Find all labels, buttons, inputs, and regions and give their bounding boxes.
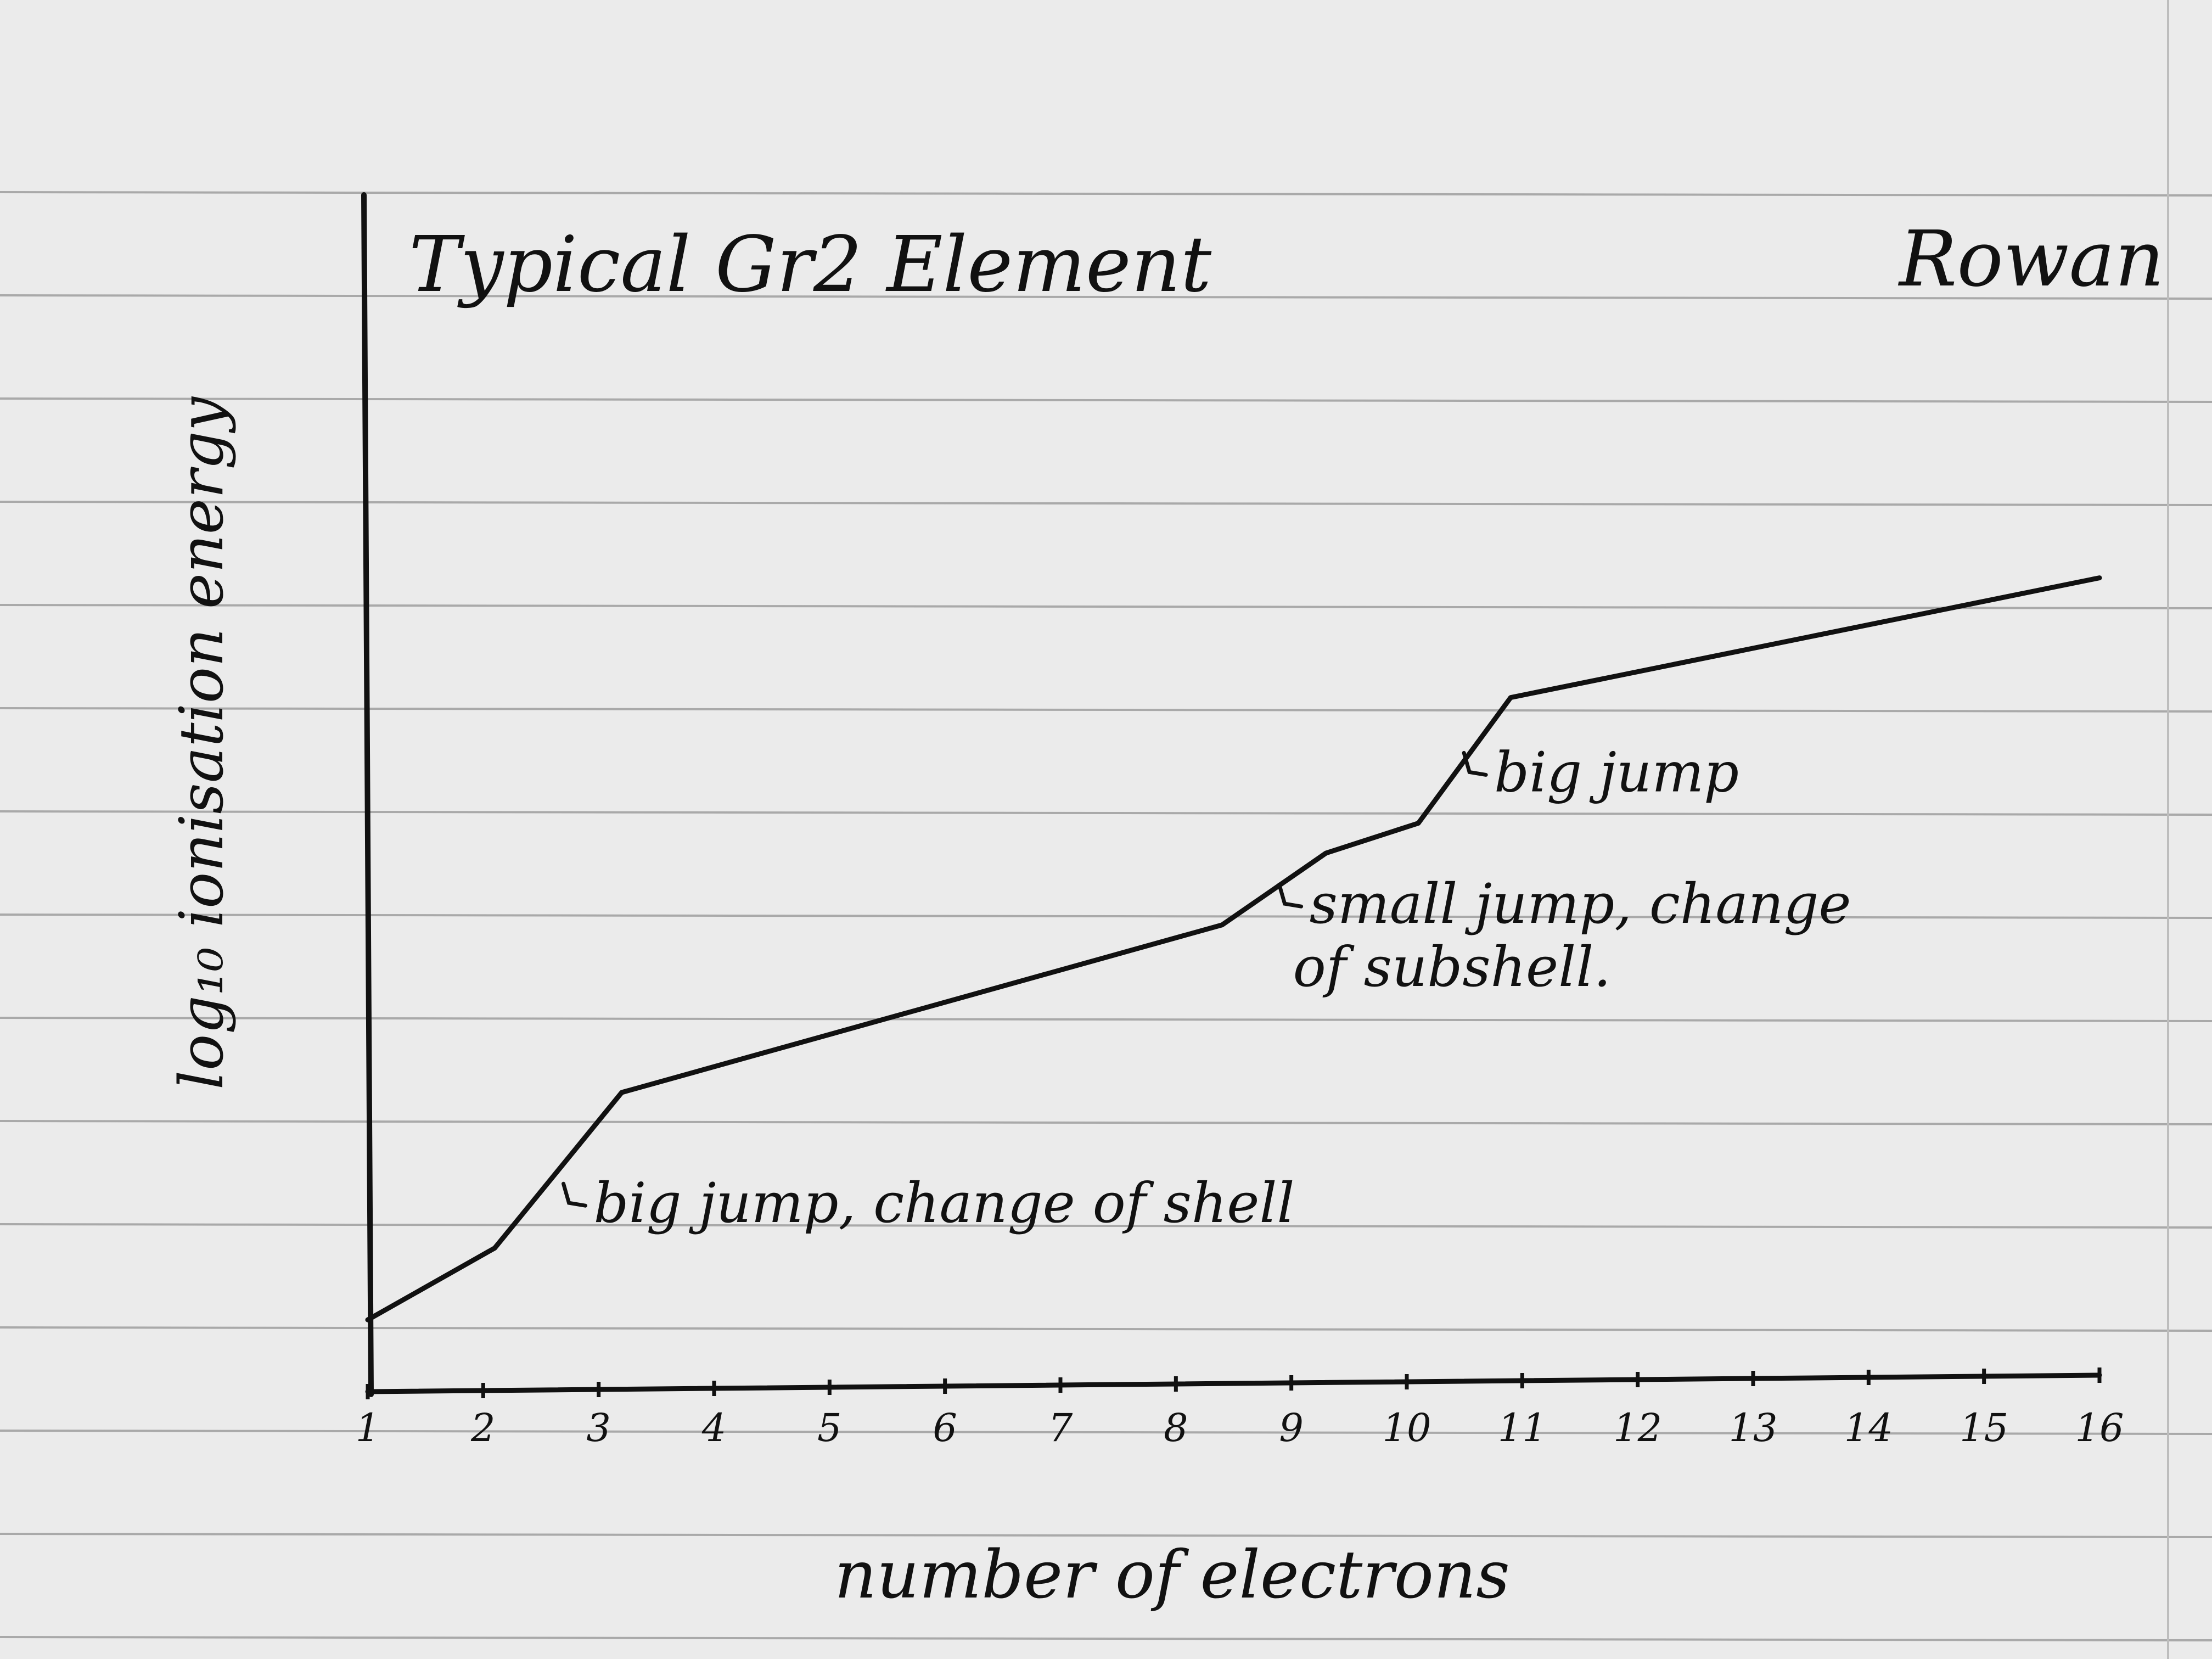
annotations-group: big jump, change of shell small jump, cha… — [562, 740, 1851, 1235]
ruled-line — [0, 294, 2212, 300]
x-tick-label: 3 — [586, 1405, 611, 1450]
chart: 1 2 3 4 5 6 7 8 9 10 11 12 13 14 15 16 big jump, change… — [166, 192, 2164, 1613]
x-tick-label: 12 — [1613, 1405, 1662, 1450]
x-tick-label: 4 — [701, 1405, 727, 1450]
data-point — [1325, 853, 1327, 854]
y-axis-label: log₁₀ ionisation energy — [166, 396, 237, 1090]
x-axis — [365, 1372, 2102, 1394]
data-point — [367, 1319, 368, 1321]
annotation-text: big jump, change of shell — [594, 1171, 1295, 1235]
data-point — [1418, 822, 1419, 824]
x-tick-label: 6 — [933, 1405, 957, 1450]
ruled-line — [0, 1430, 2212, 1435]
x-axis-label: number of electrons — [834, 1537, 1510, 1613]
author-name: Rowan — [1897, 215, 2164, 304]
ruled-line — [0, 501, 2212, 506]
x-tick-label: 2 — [470, 1405, 496, 1450]
series-group — [365, 575, 2102, 1322]
annotation-hook — [1462, 750, 1488, 777]
x-tick-label: 9 — [1279, 1405, 1304, 1450]
x-ticks — [366, 1367, 2102, 1399]
annotation-text: small jump, change — [1310, 872, 1851, 936]
x-tick-label: 5 — [817, 1405, 842, 1450]
x-tick-label: 1 — [356, 1405, 380, 1450]
data-point — [621, 1092, 622, 1093]
x-tick-label: 14 — [1844, 1405, 1893, 1450]
x-tick-label: 15 — [1960, 1405, 2008, 1450]
x-tick-label: 16 — [2075, 1405, 2124, 1450]
x-tick-label: 10 — [1382, 1405, 1431, 1450]
x-tick-label: 7 — [1048, 1405, 1073, 1450]
ruled-line — [0, 397, 2212, 403]
data-point — [494, 1247, 496, 1249]
ruled-line — [0, 191, 2212, 197]
x-tick-label: 13 — [1728, 1405, 1777, 1450]
annotation-hook — [1277, 882, 1304, 909]
x-tick-label: 8 — [1164, 1405, 1188, 1450]
annotation-hook — [562, 1181, 588, 1208]
x-tick-labels: 1 2 3 4 5 6 7 8 9 10 11 12 13 14 15 16 — [356, 1405, 2124, 1450]
annotation-text-line2: of subshell. — [1293, 935, 1611, 999]
ruled-line — [0, 1533, 2212, 1538]
x-tick-label: 11 — [1498, 1405, 1547, 1450]
y-axis — [361, 192, 374, 1397]
chart-title: Typical Gr2 Element — [409, 220, 1212, 310]
annotation-text: big jump — [1494, 740, 1739, 804]
series-line — [365, 575, 2102, 1322]
data-point — [1221, 924, 1223, 926]
data-point — [1510, 697, 1512, 698]
data-point — [2099, 577, 2100, 579]
ruled-line — [0, 1636, 2212, 1641]
